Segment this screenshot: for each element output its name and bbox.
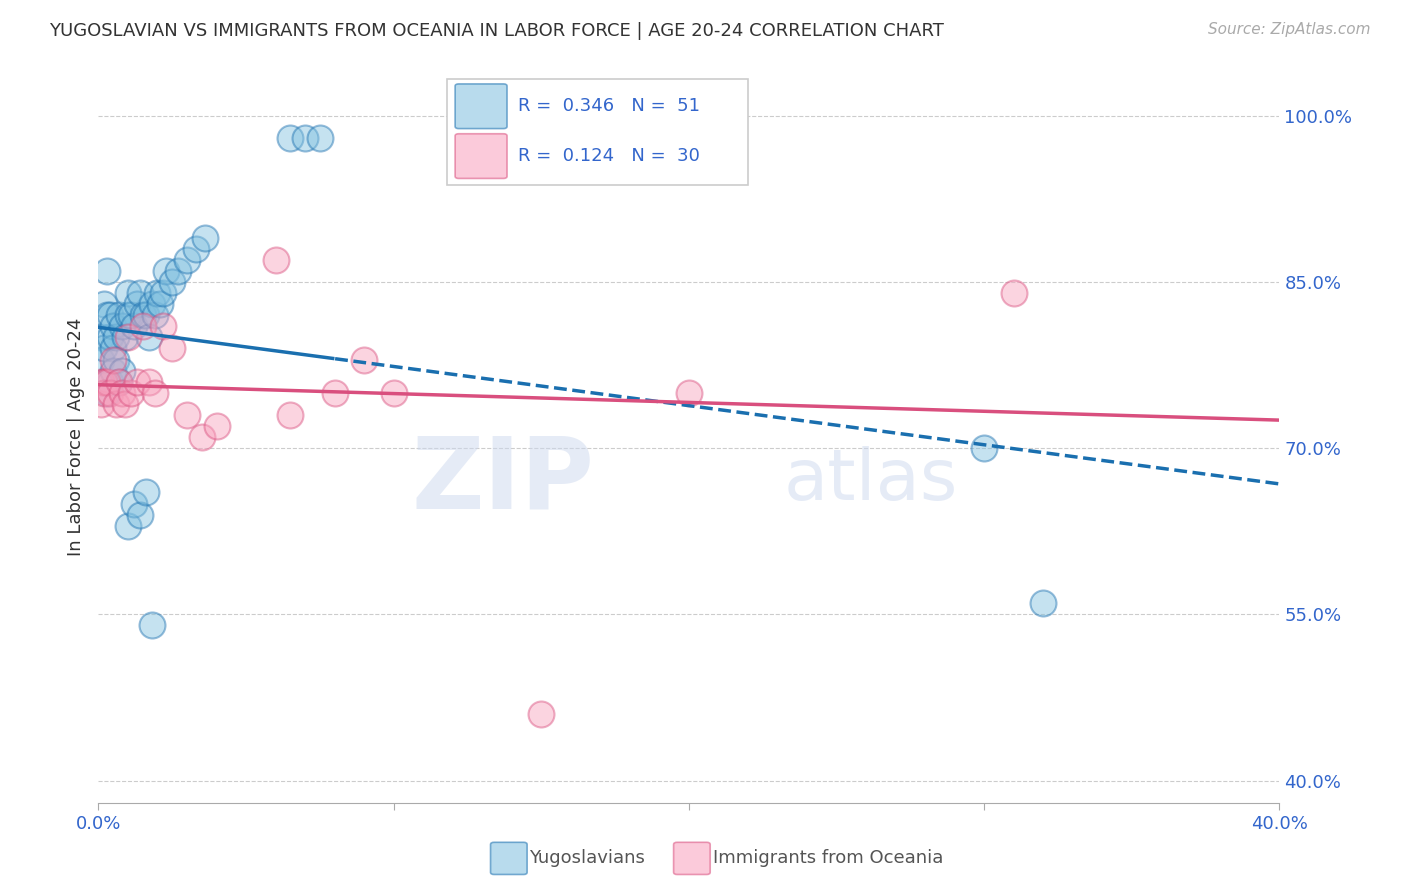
Point bbox=[973, 441, 995, 455]
Point bbox=[152, 285, 174, 300]
Point bbox=[143, 308, 166, 322]
Point bbox=[117, 308, 139, 322]
Point bbox=[205, 419, 228, 434]
Text: R =  0.124   N =  30: R = 0.124 N = 30 bbox=[517, 147, 700, 165]
Point bbox=[105, 397, 128, 411]
Point bbox=[125, 297, 148, 311]
Point bbox=[678, 385, 700, 400]
Point bbox=[111, 363, 134, 377]
Point bbox=[114, 330, 136, 344]
Point bbox=[96, 264, 118, 278]
Point bbox=[382, 385, 405, 400]
Point bbox=[1032, 596, 1054, 610]
Point bbox=[120, 385, 142, 400]
Point bbox=[111, 319, 134, 334]
Point bbox=[128, 285, 150, 300]
Point bbox=[143, 385, 166, 400]
Point bbox=[98, 308, 121, 322]
Point bbox=[90, 397, 112, 411]
Y-axis label: In Labor Force | Age 20-24: In Labor Force | Age 20-24 bbox=[66, 318, 84, 557]
Text: atlas: atlas bbox=[783, 447, 957, 516]
Point bbox=[184, 242, 207, 256]
Point bbox=[138, 375, 160, 389]
Point bbox=[103, 363, 125, 377]
Point bbox=[191, 430, 214, 444]
Point bbox=[114, 397, 136, 411]
Point bbox=[146, 285, 169, 300]
Point bbox=[132, 308, 155, 322]
Point bbox=[167, 264, 190, 278]
Point bbox=[103, 352, 125, 367]
FancyBboxPatch shape bbox=[491, 842, 527, 874]
Point bbox=[105, 330, 128, 344]
Point bbox=[530, 707, 553, 722]
Point bbox=[176, 408, 198, 422]
Point bbox=[120, 308, 142, 322]
Point bbox=[141, 297, 163, 311]
Point bbox=[93, 375, 115, 389]
Point bbox=[162, 275, 183, 289]
Point bbox=[128, 508, 150, 522]
Text: R =  0.346   N =  51: R = 0.346 N = 51 bbox=[517, 97, 700, 115]
Point bbox=[105, 352, 128, 367]
FancyBboxPatch shape bbox=[456, 84, 508, 128]
Text: Source: ZipAtlas.com: Source: ZipAtlas.com bbox=[1208, 22, 1371, 37]
Point bbox=[135, 485, 157, 500]
Point bbox=[194, 230, 217, 244]
Point bbox=[125, 375, 148, 389]
Text: ZIP: ZIP bbox=[412, 433, 595, 530]
Point bbox=[90, 375, 112, 389]
Point bbox=[152, 319, 174, 334]
Point bbox=[108, 375, 131, 389]
Point bbox=[280, 408, 302, 422]
FancyBboxPatch shape bbox=[447, 78, 748, 185]
Point bbox=[93, 297, 115, 311]
Point bbox=[90, 330, 112, 344]
Point bbox=[309, 131, 332, 145]
Point bbox=[96, 385, 118, 400]
Point bbox=[98, 330, 121, 344]
Point bbox=[264, 252, 287, 267]
FancyBboxPatch shape bbox=[456, 134, 508, 178]
Point bbox=[117, 330, 139, 344]
Point bbox=[96, 308, 118, 322]
Point bbox=[122, 497, 145, 511]
Point bbox=[96, 375, 118, 389]
Point bbox=[138, 330, 160, 344]
Point bbox=[98, 375, 121, 389]
FancyBboxPatch shape bbox=[673, 842, 710, 874]
Point bbox=[294, 131, 316, 145]
Text: Yugoslavians: Yugoslavians bbox=[530, 849, 645, 867]
Point bbox=[93, 375, 115, 389]
Point bbox=[155, 264, 177, 278]
Text: Immigrants from Oceania: Immigrants from Oceania bbox=[713, 849, 943, 867]
Point bbox=[141, 618, 163, 632]
Point bbox=[108, 308, 131, 322]
Point bbox=[117, 285, 139, 300]
Point bbox=[280, 131, 302, 145]
Point bbox=[98, 385, 121, 400]
Point bbox=[135, 308, 157, 322]
Point bbox=[149, 297, 172, 311]
Point bbox=[103, 342, 125, 356]
Point bbox=[90, 352, 112, 367]
Point bbox=[132, 319, 155, 334]
Point bbox=[117, 518, 139, 533]
Point bbox=[93, 385, 115, 400]
Point bbox=[323, 385, 346, 400]
Point bbox=[353, 352, 375, 367]
Text: YUGOSLAVIAN VS IMMIGRANTS FROM OCEANIA IN LABOR FORCE | AGE 20-24 CORRELATION CH: YUGOSLAVIAN VS IMMIGRANTS FROM OCEANIA I… bbox=[49, 22, 943, 40]
Point bbox=[162, 342, 183, 356]
Point bbox=[111, 385, 134, 400]
Point bbox=[176, 252, 198, 267]
Point bbox=[103, 319, 125, 334]
Point bbox=[93, 342, 115, 356]
Point bbox=[122, 319, 145, 334]
Point bbox=[108, 375, 131, 389]
Point bbox=[1002, 285, 1025, 300]
